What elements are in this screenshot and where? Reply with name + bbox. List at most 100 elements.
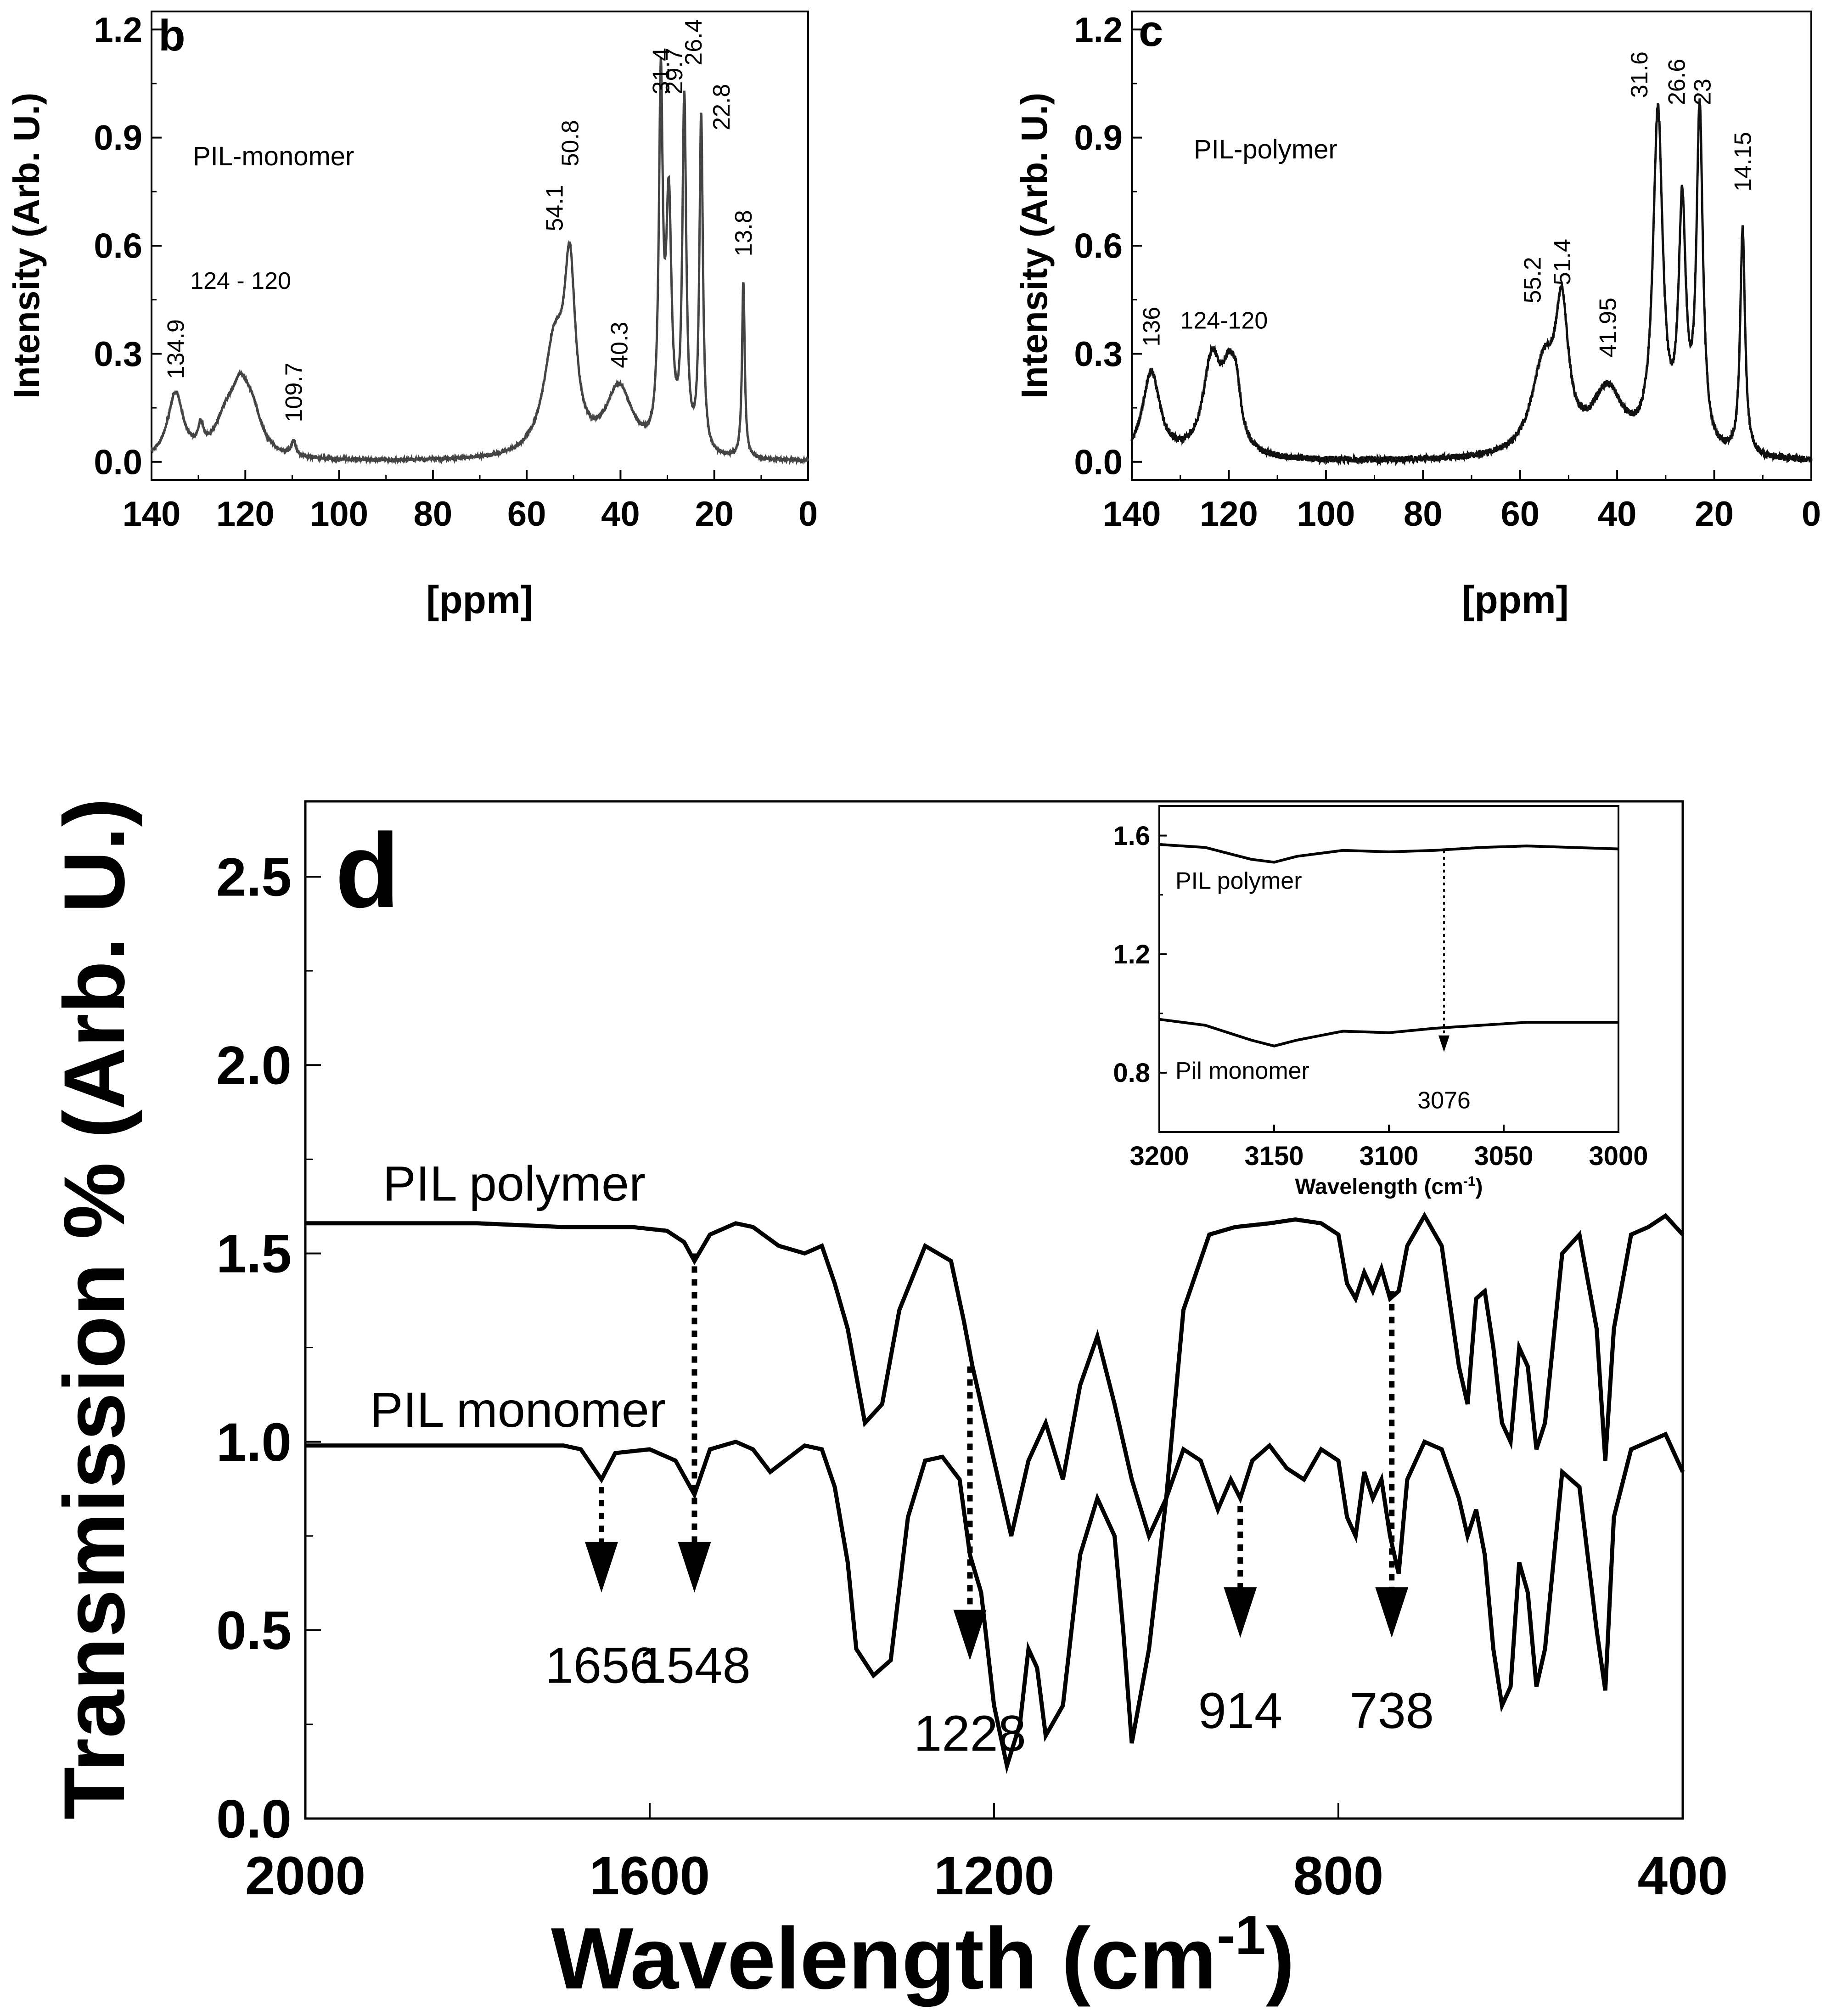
series-line-pil-polymer-nmr	[1130, 98, 1813, 467]
marker-arrowhead	[678, 1542, 711, 1593]
y-tick-label: 1.0	[216, 1412, 292, 1473]
peak-label: 23	[1689, 79, 1716, 105]
x-tick-label: 3000	[1589, 1141, 1648, 1171]
y-tick-label: 0.9	[94, 118, 142, 158]
peak-label: 51.4	[1549, 239, 1576, 285]
peak-label: 54.1	[542, 185, 568, 231]
panel-d: 2000 1600 1200 800 400 0.0 0.5 1.0 1.5 2.0 2.5 PI…	[46, 798, 1728, 2007]
x-tick-label: 60	[507, 495, 546, 534]
x-tick-label: 3200	[1129, 1141, 1189, 1171]
y-axis-b: 0.0 0.3 0.6 0.9 1.2	[94, 11, 162, 482]
series-labels-inset: PIL polymer Pil monomer	[1175, 868, 1309, 1084]
series-label-pil-polymer: PIL-polymer	[1194, 135, 1337, 164]
x-axis-d: 2000 1600 1200 800 400	[245, 1803, 1728, 1906]
peak-label: 14.15	[1730, 132, 1757, 191]
x-tick-label: 3100	[1359, 1141, 1418, 1171]
plot-frame-inset	[1158, 805, 1619, 1133]
x-axis-inset: 3200 3150 3100 3050 3000	[1129, 1125, 1648, 1171]
series-label: PIL polymer	[383, 1156, 646, 1211]
x-tick-label: 60	[1500, 495, 1539, 534]
y-axis-c: 0.0 0.3 0.6 0.9 1.2	[1074, 11, 1142, 482]
series-line-inset-pil-polymer	[1159, 843, 1619, 864]
peak-label: 40.3	[607, 322, 633, 368]
x-tick-label: 80	[414, 495, 453, 534]
x-tick-label: 1200	[934, 1846, 1055, 1906]
marker-arrowhead	[1438, 1035, 1450, 1052]
x-axis-label-b: [ppm]	[426, 578, 533, 621]
y-tick-label: 2.5	[216, 847, 292, 907]
x-tick-label: 3050	[1474, 1141, 1533, 1171]
band-marker-inset: 3076	[1417, 850, 1471, 1114]
y-axis-label-d: Transmission % (Arb. U.)	[46, 798, 142, 1819]
peak-label: 109.7	[281, 362, 308, 422]
marker-arrowhead	[953, 1610, 987, 1661]
x-tick-label: 3150	[1244, 1141, 1303, 1171]
peak-label: 124-120	[1180, 307, 1268, 334]
x-tick-label: 0	[1802, 495, 1821, 534]
marker-label: 1228	[914, 1705, 1026, 1762]
peak-label: 55.2	[1519, 257, 1546, 303]
peak-label: 26.4	[680, 19, 707, 65]
peak-label: 31.4	[648, 48, 674, 94]
y-tick-label: 0.0	[1074, 443, 1123, 482]
x-tick-label: 120	[1200, 495, 1258, 534]
marker-arrowhead	[1224, 1587, 1257, 1638]
series-labels-d: PIL polymer PIL monomer	[370, 1156, 666, 1437]
y-tick-label: 1.5	[216, 1224, 292, 1284]
y-tick-label: 1.6	[1113, 821, 1150, 851]
series-line-inset-pil-monomer	[1159, 1018, 1618, 1047]
y-tick-label: 0.0	[94, 443, 142, 482]
marker-label: 738	[1349, 1683, 1434, 1739]
panel-letter-c: c	[1139, 6, 1163, 56]
x-axis-c: 140 120 100 80 60 40 20 0	[1103, 470, 1821, 534]
panel-letter-d: d	[335, 811, 400, 929]
plot-frame-b	[151, 11, 809, 481]
x-tick-label: 20	[1695, 495, 1734, 534]
x-tick-label: 1600	[590, 1846, 710, 1906]
peak-label: 50.8	[557, 120, 584, 166]
y-axis-d: 0.0 0.5 1.0 1.5 2.0 2.5	[216, 847, 321, 1849]
y-tick-label: 0.3	[1074, 335, 1123, 374]
marker-label: 914	[1198, 1683, 1282, 1739]
y-axis-label-b: Intensity (Arb. U.)	[6, 93, 47, 399]
y-tick-label: 1.2	[94, 11, 142, 50]
marker-label: 1548	[638, 1638, 751, 1694]
y-tick-label: 0.9	[1074, 118, 1123, 158]
x-tick-label: 120	[216, 495, 275, 534]
y-tick-label: 1.2	[1113, 940, 1150, 969]
x-tick-label: 20	[695, 495, 734, 534]
x-tick-label: 80	[1404, 495, 1443, 534]
y-tick-label: 0.6	[94, 227, 142, 266]
series-line-pil-polymer-ir	[305, 1211, 1685, 1542]
peak-label: 31.6	[1626, 51, 1653, 98]
peak-label: 26.6	[1663, 59, 1690, 105]
inset-panel: 3200 3150 3100 3050 3000 0.8 1.2 1.6 PIL polym…	[1113, 805, 1648, 1199]
peak-label: 22.8	[708, 84, 735, 130]
marker-label: 3076	[1417, 1087, 1471, 1114]
x-tick-label: 100	[1297, 495, 1355, 534]
series-label-pil-monomer: PIL-monomer	[193, 141, 354, 171]
series-label: PIL polymer	[1175, 868, 1302, 895]
peak-label: 134.9	[163, 319, 189, 379]
x-tick-label: 140	[123, 495, 181, 534]
marker-arrowhead	[1375, 1587, 1409, 1638]
y-tick-label: 0.3	[94, 335, 142, 374]
y-tick-label: 0.5	[216, 1600, 292, 1661]
y-tick-label: 1.2	[1074, 11, 1123, 50]
x-tick-label: 100	[310, 495, 368, 534]
series-label: PIL monomer	[370, 1382, 666, 1437]
x-tick-label: 800	[1293, 1846, 1384, 1906]
peak-label: 124 - 120	[190, 268, 291, 294]
x-axis-label-d: Wavelength (cm-1)	[551, 1904, 1295, 2007]
peak-label: 29.7	[661, 48, 688, 94]
x-tick-label: 40	[601, 495, 640, 534]
x-axis-label-c: [ppm]	[1461, 578, 1568, 621]
y-tick-label: 2.0	[216, 1036, 292, 1096]
y-tick-label: 0.6	[1074, 227, 1123, 266]
y-tick-label: 0.8	[1113, 1058, 1150, 1088]
peak-label: 41.95	[1595, 298, 1622, 357]
panel-c: 140 120 100 80 60 40 20 0 0.0 0.3 0.6 0.9 1.2 136 12…	[1014, 6, 1821, 621]
